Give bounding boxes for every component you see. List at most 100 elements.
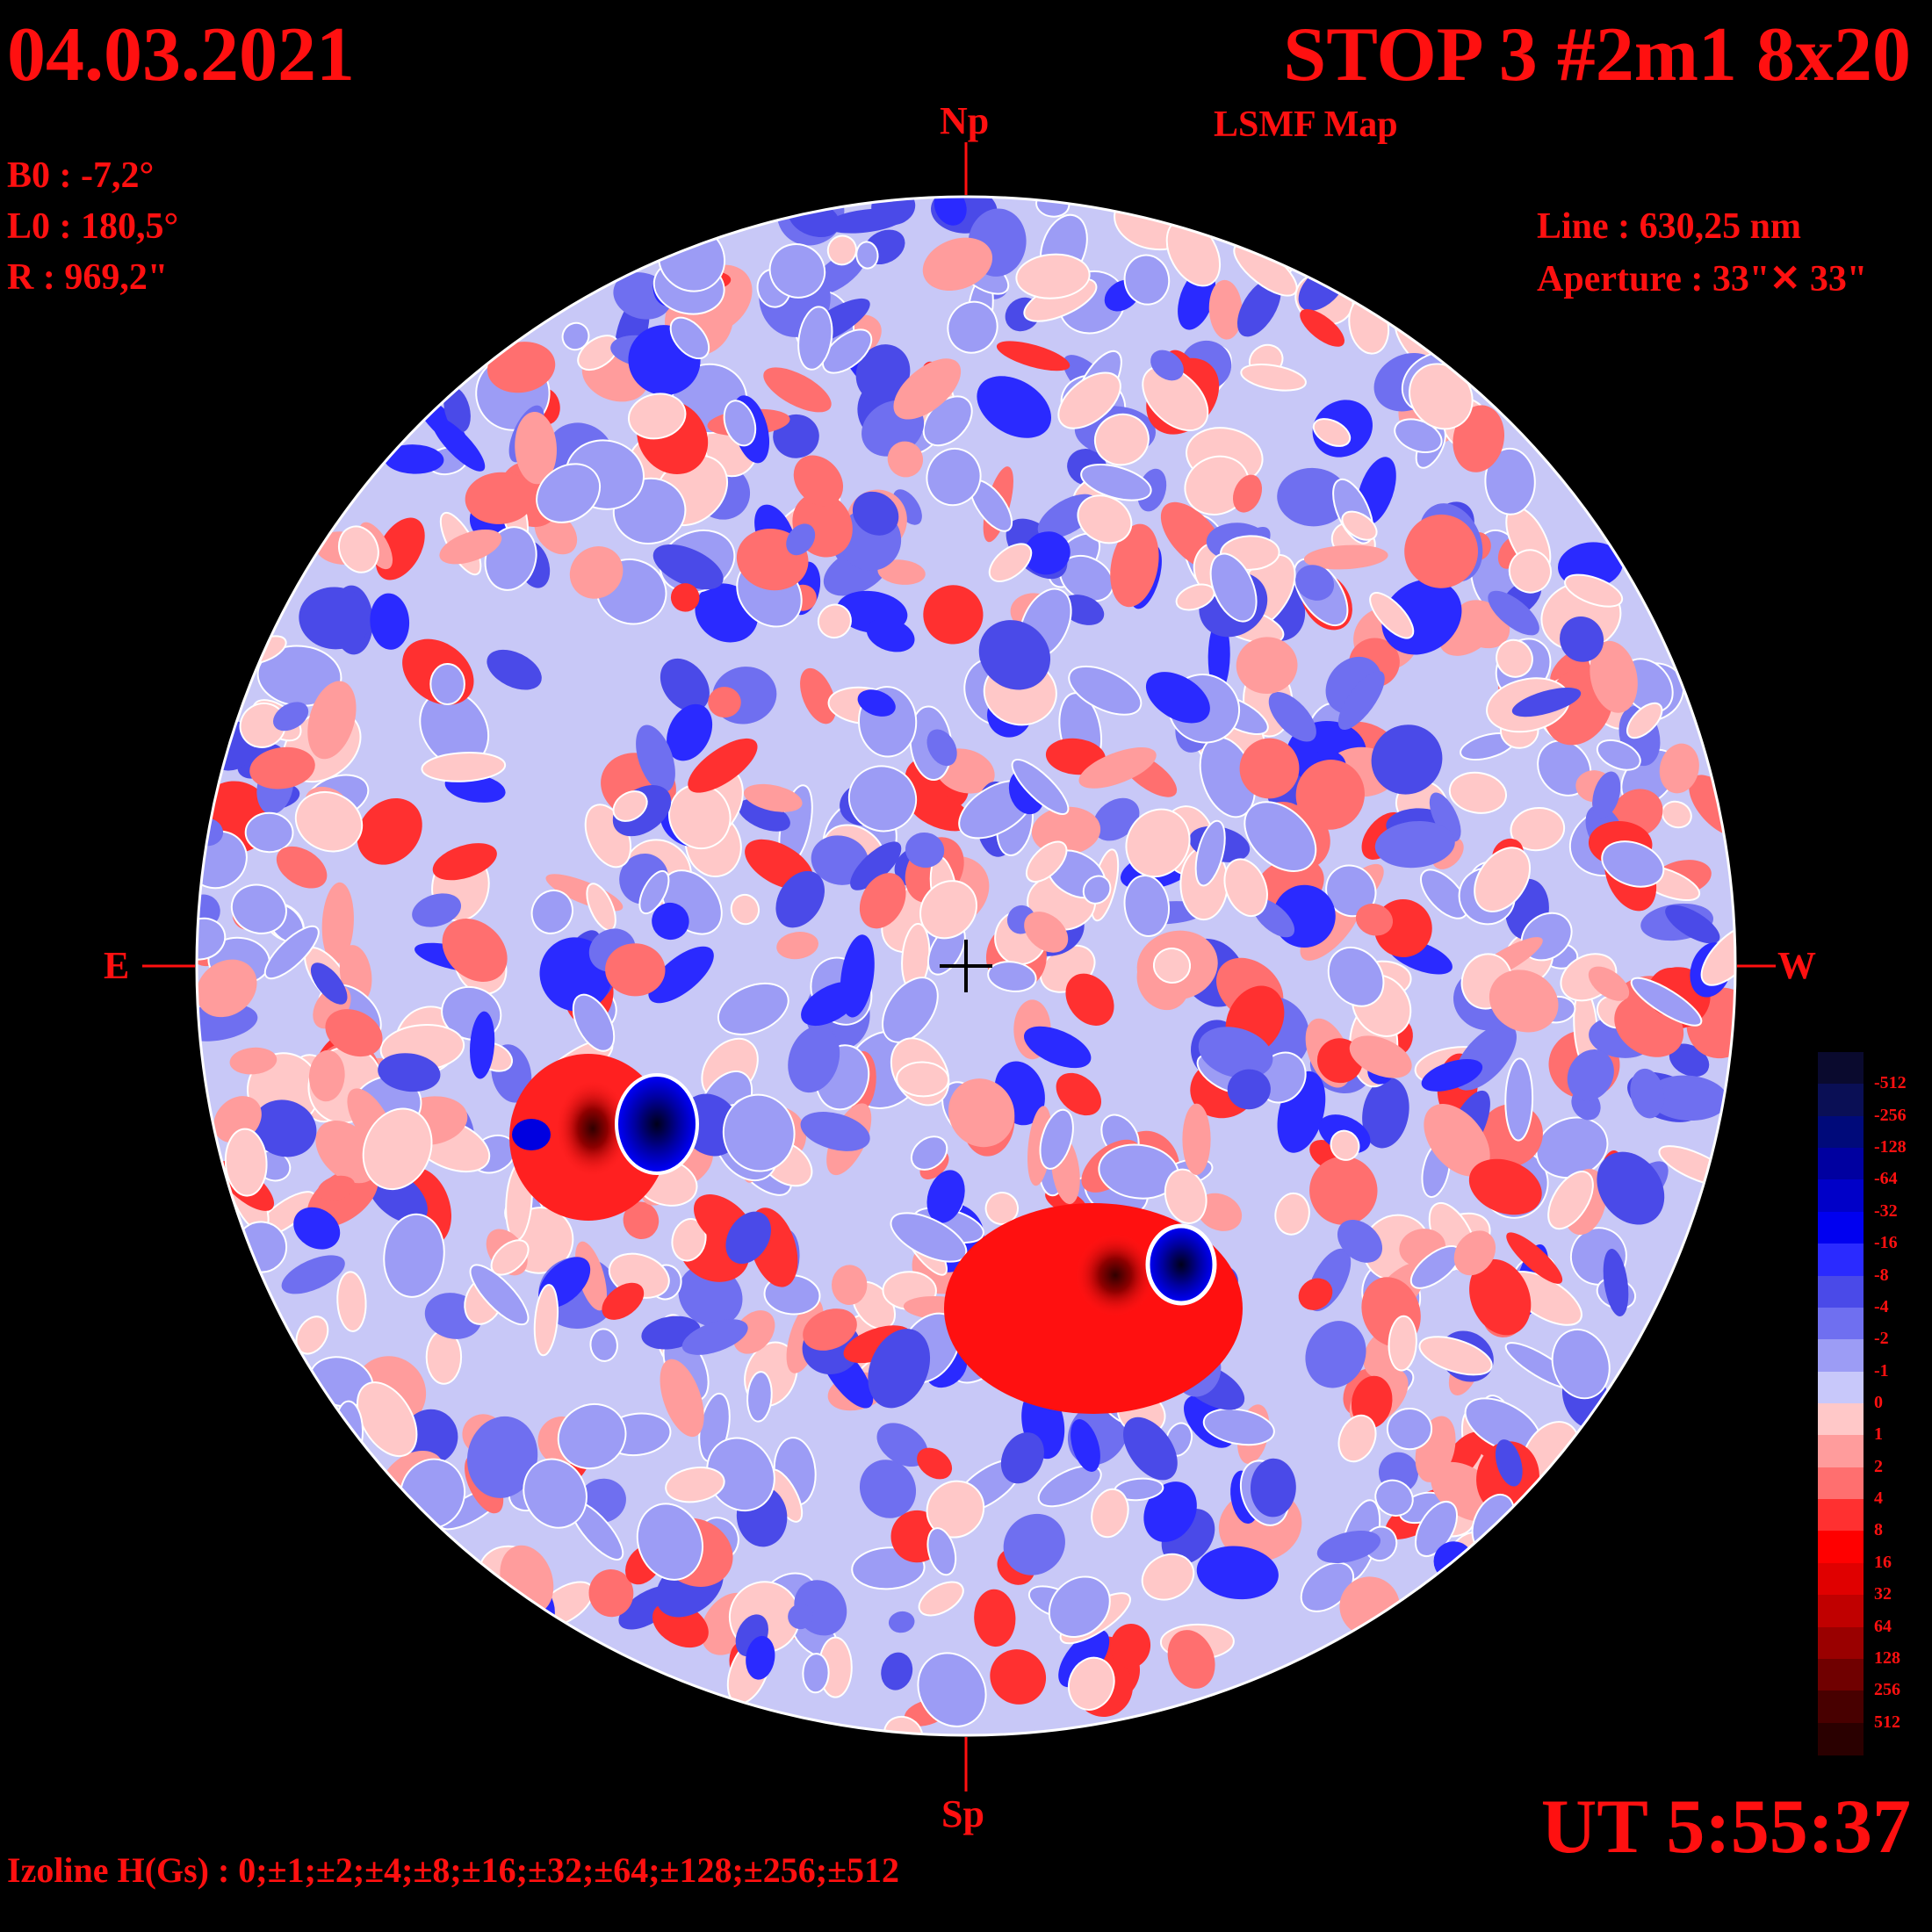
field-blob bbox=[926, 448, 982, 507]
field-blob bbox=[926, 729, 957, 767]
field-blob bbox=[1037, 1465, 1102, 1508]
field-blob bbox=[249, 746, 315, 789]
colorbar-swatch bbox=[1818, 1562, 1864, 1597]
field-blob bbox=[1078, 747, 1157, 789]
colorbar-swatch bbox=[1818, 1658, 1864, 1692]
field-blob bbox=[1588, 966, 1630, 1001]
field-blob bbox=[892, 489, 922, 525]
field-blob bbox=[1143, 1481, 1197, 1542]
field-blob bbox=[1091, 1488, 1129, 1539]
field-blob bbox=[307, 681, 357, 760]
field-blob bbox=[1182, 1103, 1211, 1176]
field-blob bbox=[1337, 1219, 1383, 1263]
field-blob bbox=[1150, 350, 1184, 381]
field-blob bbox=[746, 1371, 773, 1423]
field-blob bbox=[229, 1047, 278, 1075]
field-blob bbox=[1564, 573, 1624, 608]
field-blob bbox=[800, 1111, 870, 1151]
field-blob bbox=[636, 724, 675, 792]
field-blob bbox=[652, 902, 689, 941]
colorbar-swatch bbox=[1818, 1690, 1864, 1724]
field-blob bbox=[896, 1061, 950, 1098]
field-blob bbox=[1142, 365, 1209, 432]
field-blob bbox=[826, 234, 857, 266]
field-blob bbox=[717, 982, 789, 1035]
field-blob bbox=[1065, 973, 1114, 1026]
field-blob bbox=[708, 687, 741, 718]
field-blob bbox=[1330, 1129, 1360, 1161]
field-blob bbox=[1003, 1513, 1065, 1575]
colorbar-swatch bbox=[1818, 1722, 1864, 1755]
field-blob bbox=[1590, 640, 1638, 713]
east-label: E bbox=[104, 944, 130, 987]
field-blob bbox=[1295, 760, 1365, 830]
colorbar-label: 64 bbox=[1874, 1616, 1892, 1636]
field-blob bbox=[990, 1649, 1047, 1705]
field-blob bbox=[926, 1170, 965, 1223]
field-blob bbox=[412, 893, 462, 927]
field-blob bbox=[224, 1128, 268, 1197]
field-blob bbox=[384, 444, 444, 474]
field-blob bbox=[919, 880, 977, 940]
field-blob bbox=[1484, 447, 1536, 515]
field-blob bbox=[1056, 1072, 1101, 1116]
field-blob bbox=[859, 873, 906, 929]
field-blob bbox=[1209, 552, 1258, 623]
field-blob bbox=[623, 1201, 660, 1240]
field-blob bbox=[1560, 616, 1604, 662]
field-blob bbox=[667, 703, 713, 761]
field-blob bbox=[730, 893, 761, 926]
field-blob bbox=[1093, 413, 1150, 466]
field-blob bbox=[1630, 977, 1703, 1027]
field-blob bbox=[1227, 1069, 1271, 1110]
field-blob bbox=[530, 889, 573, 934]
field-blob bbox=[723, 400, 757, 447]
field-blob bbox=[1077, 494, 1133, 544]
north-pole-label: Np bbox=[940, 99, 990, 142]
field-blob bbox=[887, 441, 924, 478]
field-blob bbox=[1626, 702, 1663, 739]
aperture-size: Aperture : 33"✕ 33" bbox=[1537, 259, 1868, 299]
field-blob bbox=[1429, 792, 1461, 842]
field-blob bbox=[776, 931, 818, 960]
field-blob bbox=[378, 1053, 441, 1092]
field-blob bbox=[1603, 1249, 1629, 1316]
field-contours bbox=[197, 197, 1735, 1735]
observation-date: 04.03.2021 bbox=[7, 12, 355, 97]
field-blob bbox=[1349, 1035, 1412, 1078]
field-blob bbox=[1194, 819, 1226, 887]
field-blob bbox=[1404, 514, 1479, 588]
field-blob bbox=[668, 783, 732, 850]
field-blob bbox=[1068, 665, 1143, 716]
field-blob bbox=[636, 1503, 703, 1581]
field-blob bbox=[917, 1652, 987, 1727]
colorbar-label: -32 bbox=[1874, 1200, 1898, 1221]
field-blob bbox=[881, 1652, 913, 1690]
field-blob bbox=[1508, 549, 1552, 594]
colorbar-label: -8 bbox=[1874, 1265, 1889, 1285]
colorbar-swatch bbox=[1818, 1339, 1864, 1373]
field-blob bbox=[1198, 1027, 1273, 1078]
field-blob bbox=[487, 649, 542, 690]
field-blob bbox=[1092, 797, 1140, 841]
colorbar-swatch bbox=[1818, 1275, 1864, 1308]
magnetic-field-map bbox=[197, 197, 1735, 1735]
field-blob bbox=[197, 917, 227, 961]
field-blob bbox=[648, 946, 714, 1004]
field-blob bbox=[612, 790, 648, 822]
field-blob bbox=[1239, 738, 1300, 799]
field-blob bbox=[850, 841, 902, 890]
field-blob bbox=[1123, 875, 1171, 937]
field-blob bbox=[817, 603, 852, 639]
field-blob bbox=[308, 1049, 345, 1102]
field-blob bbox=[768, 243, 826, 299]
field-blob bbox=[670, 583, 700, 612]
isoline-levels: Izoline H(Gs) : 0;±1;±2;±4;±8;±16;±32;±6… bbox=[7, 1850, 900, 1890]
field-blob bbox=[948, 1078, 1015, 1148]
field-blob bbox=[800, 667, 836, 724]
field-blob bbox=[1469, 1258, 1532, 1336]
field-blob bbox=[926, 1527, 957, 1576]
field-blob bbox=[1567, 1049, 1614, 1101]
field-blob bbox=[602, 1282, 645, 1320]
